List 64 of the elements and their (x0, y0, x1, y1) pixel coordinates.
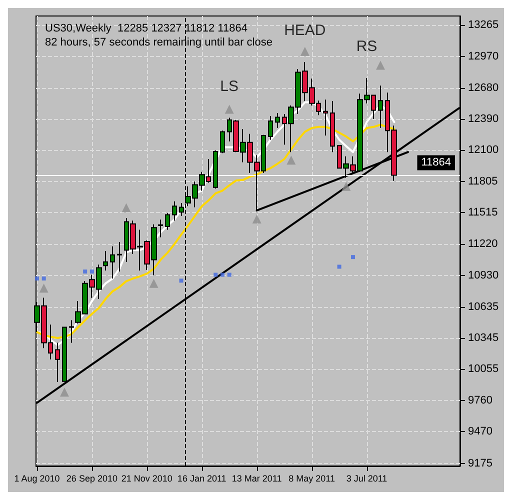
y-tick-label: 10345 (468, 332, 499, 344)
point (83, 270, 88, 274)
candlestick (268, 116, 273, 140)
point (337, 264, 342, 269)
point (90, 270, 94, 274)
point (39, 284, 48, 293)
point (376, 60, 385, 70)
x-tick-label: 13 Mar 2011 (232, 474, 282, 484)
y-tick-label: 12970 (468, 50, 499, 63)
point (252, 214, 262, 224)
x-tick-label: 26 Sep 2010 (66, 474, 118, 484)
y-tick-label: 11805 (468, 176, 498, 188)
x-tick-label: 3 Jul 2011 (346, 474, 388, 484)
point (227, 272, 232, 277)
point (214, 272, 218, 277)
point (224, 104, 234, 114)
y-tick-label: 11515 (468, 206, 498, 219)
point (42, 276, 46, 280)
annotation: LS (220, 78, 239, 95)
x-tick-label: 21 Nov 2010 (121, 474, 172, 484)
y-tick-label: 9470 (468, 426, 492, 438)
y-tick-label: 10635 (468, 300, 499, 313)
annotation: RS (356, 38, 378, 56)
x-tick-label: 16 Jan 2011 (177, 474, 226, 484)
annotation: HEAD (284, 22, 326, 40)
candlestick (55, 342, 60, 382)
point (220, 272, 224, 277)
candlestick (172, 200, 177, 222)
candlestick (323, 99, 328, 136)
point (60, 388, 69, 397)
text: US30,Weekly 12285 12327 11812 11864 (45, 22, 248, 34)
x-tick-label: 8 May 2011 (288, 474, 335, 484)
point (179, 278, 184, 283)
candlestick (275, 112, 280, 128)
candlestick (158, 219, 163, 238)
point (300, 46, 310, 56)
candlestick (69, 320, 74, 344)
point (286, 156, 296, 165)
candlestick (165, 212, 170, 230)
y-tick-label: 9175 (468, 457, 492, 470)
candlestick (330, 100, 335, 153)
y-tick-label: 12680 (468, 82, 499, 94)
candlestick (103, 250, 108, 271)
y-tick-label: 12390 (468, 112, 499, 125)
text: 82 hours, 57 seconds remaining until bar close (45, 36, 272, 48)
y-tick-label: 10055 (468, 363, 499, 376)
candlestick (220, 130, 225, 154)
y-tick-label: 11220 (468, 238, 498, 250)
y-tick-label: 13265 (468, 19, 499, 32)
candlestick (110, 246, 115, 279)
y-tick-label: 12100 (468, 144, 499, 156)
point (342, 182, 351, 191)
x-tick-label: 1 Aug 2010 (14, 474, 60, 484)
point (149, 278, 158, 288)
point (351, 255, 356, 260)
candlestick (378, 85, 383, 128)
y-tick-label: 9760 (468, 394, 492, 407)
y-tick-label: 10930 (468, 269, 499, 282)
point (122, 203, 131, 212)
ref-line-label: 11864 (421, 156, 451, 169)
candlestick (62, 326, 67, 382)
candlestick (213, 150, 218, 189)
point (34, 276, 39, 280)
candlestick (117, 242, 122, 272)
